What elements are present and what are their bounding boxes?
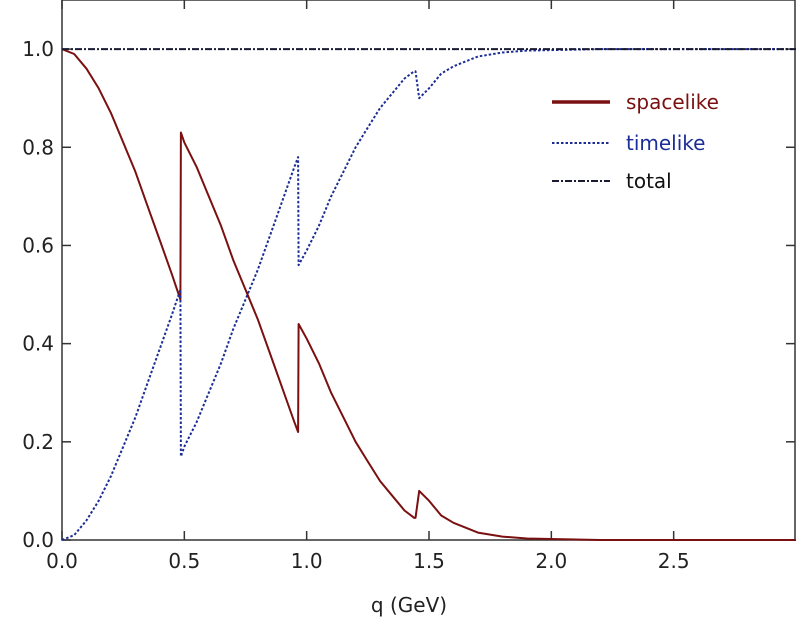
x-axis-title: q (GeV)	[371, 593, 447, 617]
y-tick-label: 1.0	[22, 37, 54, 61]
y-tick-label: 0.2	[22, 430, 54, 454]
x-tick-label: 1.5	[413, 549, 445, 573]
legend-label-spacelike: spacelike	[626, 90, 719, 114]
legend-label-timelike: timelike	[626, 131, 705, 155]
y-tick-label: 0.6	[22, 233, 54, 257]
x-tick-label: 2.5	[658, 549, 690, 573]
y-tick-label: 0.4	[22, 332, 54, 356]
x-tick-label: 1.0	[291, 549, 323, 573]
y-tick-label: 0.0	[22, 528, 54, 552]
legend: spacelike timelike total	[552, 90, 719, 193]
x-tick-label: 0.0	[46, 549, 78, 573]
axes: 0.0 0.5 1.0 1.5 2.0 2.5 0.0 0.2 0.4 0.6 0.8 1.0	[22, 0, 796, 573]
series-layer	[61, 48, 796, 541]
plot-frame	[61, 0, 796, 541]
series-timelike	[61, 48, 796, 541]
legend-label-total: total	[626, 169, 672, 193]
y-tick-label: 0.8	[22, 135, 54, 159]
x-tick-label: 2.0	[535, 549, 567, 573]
series-spacelike	[61, 48, 796, 541]
x-tick-label: 0.5	[168, 549, 200, 573]
